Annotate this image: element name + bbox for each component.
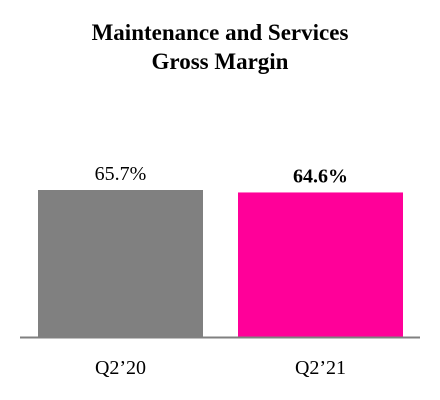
category-label-q2-20: Q2’20 <box>95 357 146 379</box>
data-label-q2-21: 64.6% <box>293 165 348 187</box>
chart-title-block: Maintenance and Services Gross Margin <box>0 18 440 76</box>
data-label-q2-20: 65.7% <box>95 163 147 185</box>
chart-subtitle: Gross Margin <box>151 49 289 74</box>
bar-q2-20 <box>38 190 203 337</box>
category-label-q2-21: Q2’21 <box>295 357 346 379</box>
bar-q2-21 <box>238 192 403 337</box>
chart-title: Maintenance and Services <box>91 20 349 45</box>
